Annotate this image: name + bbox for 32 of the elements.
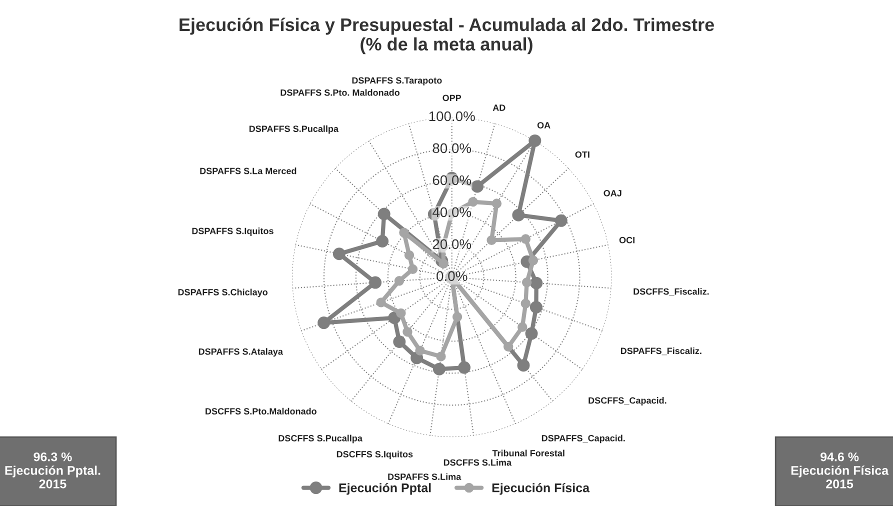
spoke-label: DSCFFS_Fiscaliz. — [634, 288, 709, 296]
spoke-label: DSCFFS S.Pucallpa — [278, 434, 363, 444]
spoke-label: AD — [492, 104, 506, 111]
spoke-label: OA — [537, 122, 550, 128]
spoke-label: DSPAFFS_Capacid. — [542, 434, 625, 444]
spoke-label: DSCFFS S.Iquitos — [336, 450, 413, 460]
spoke-label: DSPAFFS S.La Merced — [200, 168, 296, 174]
legend-label: Ejecución Física — [492, 482, 590, 495]
spoke-label: OAJ — [604, 190, 622, 196]
legend-label: Ejecución Pptal — [339, 482, 431, 495]
spoke-label: DSPAFFS S.Pto. Maldonado — [280, 89, 400, 96]
y-tick-label: 80.0% — [432, 143, 472, 154]
spoke-label: DSCFFS_Capacid. — [588, 397, 666, 406]
spoke-label: DSCFFS S.Lima — [444, 459, 512, 466]
y-tick-label: 60.0% — [432, 175, 472, 186]
spoke-label: DSPAFFS S.Atalaya — [198, 348, 283, 357]
spoke-label: DSPAFFS S.Pucallpa — [249, 125, 339, 134]
spoke-label: DSPAFFS S.Tarapoto — [352, 77, 442, 86]
spoke-label: DSPAFFS_Fiscaliz. — [620, 347, 702, 356]
text: 96.3 % Ejecución Pptal. 2015 — [5, 452, 100, 488]
spoke-label: OTI — [575, 151, 590, 158]
spoke-label: DSCFFS S.Pto.Maldonado — [206, 408, 316, 414]
y-tick-label: 100.0% — [429, 111, 475, 122]
y-tick-label: 20.0% — [432, 239, 472, 250]
spoke-label: OPP — [442, 94, 462, 102]
spoke-label: DSPAFFS S.Lima — [388, 473, 462, 480]
chart-title: Ejecución Física y Presupuestal - Acumulada al 2do. Trimestre (% de la meta anual) — [180, 18, 714, 54]
spoke-label: DSPAFFS S.Chiclayo — [178, 288, 268, 298]
spoke-label: Tribunal Forestal — [492, 450, 564, 456]
text: 94.6 % Ejecución Física 2015 — [791, 452, 889, 488]
spoke-label: DSPAFFS S.Iquitos — [192, 228, 274, 236]
spoke-label: OCI — [619, 236, 634, 244]
